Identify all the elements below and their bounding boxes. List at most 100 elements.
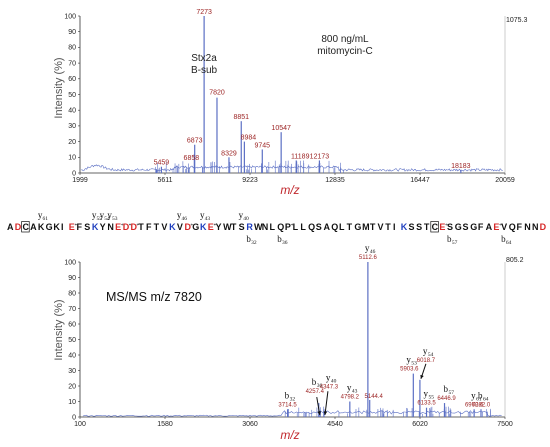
- residue: Q: [509, 222, 516, 232]
- y-ion-marker: y: [239, 210, 244, 220]
- y-ion-number: 53: [112, 216, 118, 222]
- residue: V: [378, 222, 384, 232]
- residue: L: [300, 222, 306, 232]
- cleavage-star: *: [499, 223, 502, 229]
- residue: D: [131, 222, 138, 232]
- fragment-mz-label: 6962.6: [465, 402, 484, 408]
- fragment-ion-number: 32: [290, 396, 296, 402]
- residue: M: [362, 222, 370, 232]
- y-ion-marker: y: [38, 210, 43, 220]
- residue: T: [154, 222, 160, 232]
- fragment-ion-label: y: [423, 346, 428, 356]
- peak-label: 12173: [310, 153, 330, 160]
- disulfide-box: [430, 221, 439, 233]
- y-tick-label: 0: [72, 170, 76, 177]
- residue: T: [138, 222, 144, 232]
- residue: F: [517, 222, 523, 232]
- arrow-head: [420, 374, 424, 379]
- residue: Q: [308, 222, 315, 232]
- residue: T: [424, 222, 430, 232]
- bottom-y-axis-label: Intensity (%): [53, 299, 65, 360]
- arrow-head: [317, 411, 321, 415]
- residue: V: [177, 222, 183, 232]
- fragment-mz-label: 3714.5: [278, 402, 297, 408]
- fragment-mz-label: 6018.7: [417, 358, 436, 364]
- x-tick-label: 4540: [327, 421, 343, 428]
- fragment-ion-label: b: [312, 377, 317, 387]
- disulfide-box: [21, 221, 30, 233]
- y-tick-label: 20: [68, 383, 76, 390]
- residue: K: [38, 222, 45, 232]
- residue: L: [293, 222, 299, 232]
- residue: S: [462, 222, 468, 232]
- cleavage-star: *: [129, 223, 132, 229]
- residue: S: [447, 222, 453, 232]
- fragment-ion-label: y: [365, 243, 370, 253]
- residue: N: [262, 222, 269, 232]
- residue: L: [339, 222, 345, 232]
- residue: S: [416, 222, 422, 232]
- x-tick-label: 6020: [412, 421, 428, 428]
- residue: I: [61, 222, 64, 232]
- fragment-ion-number: 53: [411, 361, 417, 367]
- peak-label: 8984: [241, 135, 257, 142]
- top-x-axis-label: m/z: [280, 183, 299, 197]
- residue: D: [185, 222, 192, 232]
- fragment-mz-label: 5112.6: [359, 255, 378, 261]
- residue: N: [524, 222, 531, 232]
- baseline-trace: [81, 164, 503, 172]
- residue: Q: [331, 222, 338, 232]
- cleavage-star: *: [190, 223, 193, 229]
- fragment-mz-label: 4347.3: [320, 384, 339, 390]
- fragment-ion-number: 64: [483, 396, 489, 402]
- cleavage-star: *: [136, 223, 139, 229]
- peak-label: 6873: [187, 138, 203, 145]
- residue: S: [84, 222, 90, 232]
- y-tick-label: 20: [68, 139, 76, 146]
- x-tick-label: 1999: [72, 177, 88, 184]
- y-tick-label: 30: [68, 368, 76, 375]
- residue: Y: [100, 222, 106, 232]
- peak-label: 8329: [221, 150, 237, 157]
- b-ion-number: 36: [282, 240, 288, 246]
- residue: G: [192, 222, 199, 232]
- residue: K: [401, 222, 408, 232]
- y-tick-label: 30: [68, 123, 76, 130]
- residue: C: [22, 222, 29, 232]
- residue: G: [46, 222, 53, 232]
- fragment-mz-label: 6446.9: [437, 396, 456, 402]
- residue: I: [393, 222, 396, 232]
- y-ion-marker: y: [107, 210, 112, 220]
- residue: K: [200, 222, 207, 232]
- y-tick-label: 50: [68, 337, 76, 344]
- b-ion-number: 32: [251, 240, 257, 246]
- residue: K: [169, 222, 176, 232]
- residue: E: [208, 222, 214, 232]
- residue: N: [532, 222, 539, 232]
- y-ion-marker: y: [92, 210, 97, 220]
- residue: D: [540, 222, 547, 232]
- cleavage-star: *: [121, 223, 124, 229]
- residue: T: [385, 222, 391, 232]
- residue: E: [69, 222, 75, 232]
- peak-label: 5459: [154, 160, 170, 167]
- protein-label-bsub: B-sub: [191, 65, 218, 76]
- y-tick-label: 50: [68, 92, 76, 99]
- residue: W: [223, 222, 232, 232]
- top-max-intensity: 1075.3: [506, 17, 528, 24]
- y-tick-label: 60: [68, 76, 76, 83]
- full-ms-spectrum: 0 10 20 30 40 50 60 70 80 90 100 1999 5611 9223 12835…: [53, 9, 528, 197]
- peak-label: 7273: [196, 9, 212, 16]
- residue: T: [347, 222, 353, 232]
- residue: F: [478, 222, 484, 232]
- residue: S: [408, 222, 414, 232]
- fragment-ion-number: 36: [317, 383, 323, 389]
- residue: D: [15, 222, 22, 232]
- residue: W: [254, 222, 263, 232]
- y-tick-label: 40: [68, 352, 76, 359]
- residue: V: [501, 222, 507, 232]
- fragment-mz-label: 5903.6: [400, 367, 419, 373]
- x-tick-label: 5611: [157, 177, 172, 184]
- x-tick-label: 7500: [497, 421, 513, 428]
- fragment-ion-number: 43: [352, 389, 358, 395]
